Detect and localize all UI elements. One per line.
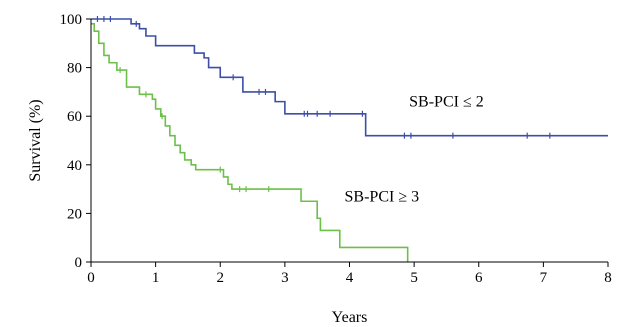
y-tick-label: 60 — [67, 109, 82, 125]
series-line-1 — [91, 18, 608, 137]
y-tick-label: 40 — [67, 158, 82, 174]
x-axis-title: Years — [332, 309, 368, 326]
y-tick-label: 20 — [67, 206, 82, 222]
y-tick-label: 80 — [67, 61, 82, 77]
x-tick-label: 2 — [217, 270, 225, 286]
annotation-sb-pci-low: SB-PCI ≤ 2 — [409, 94, 484, 111]
plot-area — [91, 16, 608, 262]
x-tick-label: 5 — [410, 270, 418, 286]
y-tick-label: 100 — [60, 12, 83, 28]
y-tick-label: 0 — [75, 255, 83, 271]
series-line-2 — [91, 23, 409, 262]
y-axis-title: Survival (%) — [27, 99, 44, 181]
x-tick-label: 1 — [152, 270, 160, 286]
x-tick-label: 6 — [475, 270, 483, 286]
x-tick-label: 0 — [87, 270, 95, 286]
x-tick-label: 3 — [281, 270, 289, 286]
x-tick-label: 7 — [540, 270, 548, 286]
x-tick-label: 4 — [346, 270, 354, 286]
annotation-sb-pci-high: SB-PCI ≥ 3 — [345, 188, 420, 205]
x-tick-label: 8 — [604, 270, 612, 286]
